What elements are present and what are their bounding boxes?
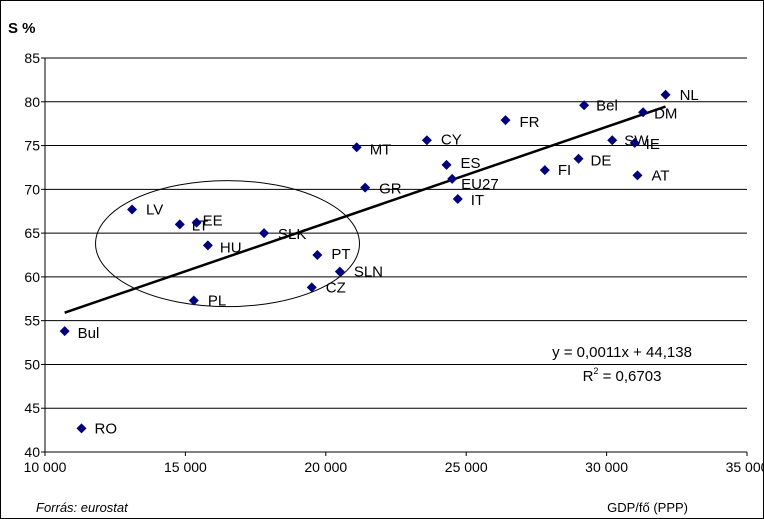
point-dm [638,107,649,118]
point-label-cy: CY [441,131,462,148]
y-tick-label-45: 45 [24,400,40,416]
point-lt [174,219,185,230]
point-fi [539,165,550,176]
y-tick-label-65: 65 [24,225,40,241]
point-label-cz: CZ [326,279,346,296]
point-cy [421,135,432,146]
x-tick-label-25000: 25 000 [445,459,488,475]
highlight-ellipse [95,180,360,308]
point-label-pt: PT [331,246,350,263]
point-nl [660,89,671,100]
r-squared-text: R2 = 0,6703 [583,366,662,385]
point-eu27 [447,173,458,184]
point-label-fi: FI [558,162,571,179]
point-label-de: DE [591,153,612,170]
point-label-nl: NL [680,87,699,104]
point-label-slk: SLK [278,226,306,243]
plot-area: 40 45 50 55 60 65 70 75 80 85 10 000 15 000 20 000 25… [24,50,764,475]
point-bel [579,100,590,111]
trendline [64,105,666,314]
r-squared-value: = 0,6703 [598,368,661,385]
point-label-ie: IE [646,136,660,153]
point-es [441,159,452,170]
point-slk [259,228,270,239]
point-label-dm: DM [654,105,677,122]
point-it [452,193,463,204]
x-tick-label-10000: 10 000 [24,459,67,475]
point-label-lv: LV [146,201,163,218]
point-cz [306,282,317,293]
point-lv [127,204,138,215]
y-tick-label-60: 60 [24,269,40,285]
point-hu [202,240,213,251]
point-label-gr: GR [379,181,402,198]
y-tick-label-80: 80 [24,94,40,110]
point-label-sln: SLN [354,264,383,281]
y-axis-title: S % [8,20,36,37]
x-tick-label-20000: 20 000 [304,459,347,475]
point-ee [191,217,202,228]
y-tick-label-85: 85 [24,50,40,66]
r-squared-exponent: 2 [593,366,598,376]
point-label-ro: RO [95,420,118,437]
point-label-pl: PL [208,293,226,310]
point-sw [607,135,618,146]
x-tick-label-15000: 15 000 [164,459,207,475]
point-label-ee: EE [203,213,223,230]
trendline-equation-text: y = 0,0011x + 44,138 [552,344,692,361]
point-de [573,153,584,164]
point-label-bel: Bel [596,97,618,114]
point-label-fr: FR [520,114,540,131]
point-label-hu: HU [220,239,242,256]
r-squared-prefix: R [583,368,594,385]
point-pl [188,295,199,306]
y-tick-label-55: 55 [24,313,40,329]
point-label-at: AT [651,167,669,184]
point-pt [312,250,323,260]
y-tick-label-75: 75 [24,138,40,154]
point-label-mt: MT [370,141,392,158]
point-gr [360,182,371,193]
x-tick-label-30000: 30 000 [585,459,628,475]
point-sln [334,266,345,277]
y-tick-label-70: 70 [24,181,40,197]
point-bul [59,326,70,337]
point-label-it: IT [471,192,484,209]
x-tick-label-35000: 35 000 [726,459,764,475]
point-label-eu27: EU27 [461,176,499,193]
point-at [632,170,643,181]
point-label-bul: Bul [78,325,100,342]
point-ro [76,423,87,434]
y-tick-label-40: 40 [24,444,40,460]
source-note: Forrás: eurostat [36,500,129,515]
x-axis-title: GDP/fő (PPP) [607,500,688,515]
y-tick-label-50: 50 [24,356,40,372]
point-ie [629,137,640,148]
point-label-es: ES [461,155,481,172]
point-fr [500,115,511,126]
point-mt [351,142,362,153]
trendline-equation: y = 0,0011x + 44,138 R2 = 0,6703 [552,344,692,385]
